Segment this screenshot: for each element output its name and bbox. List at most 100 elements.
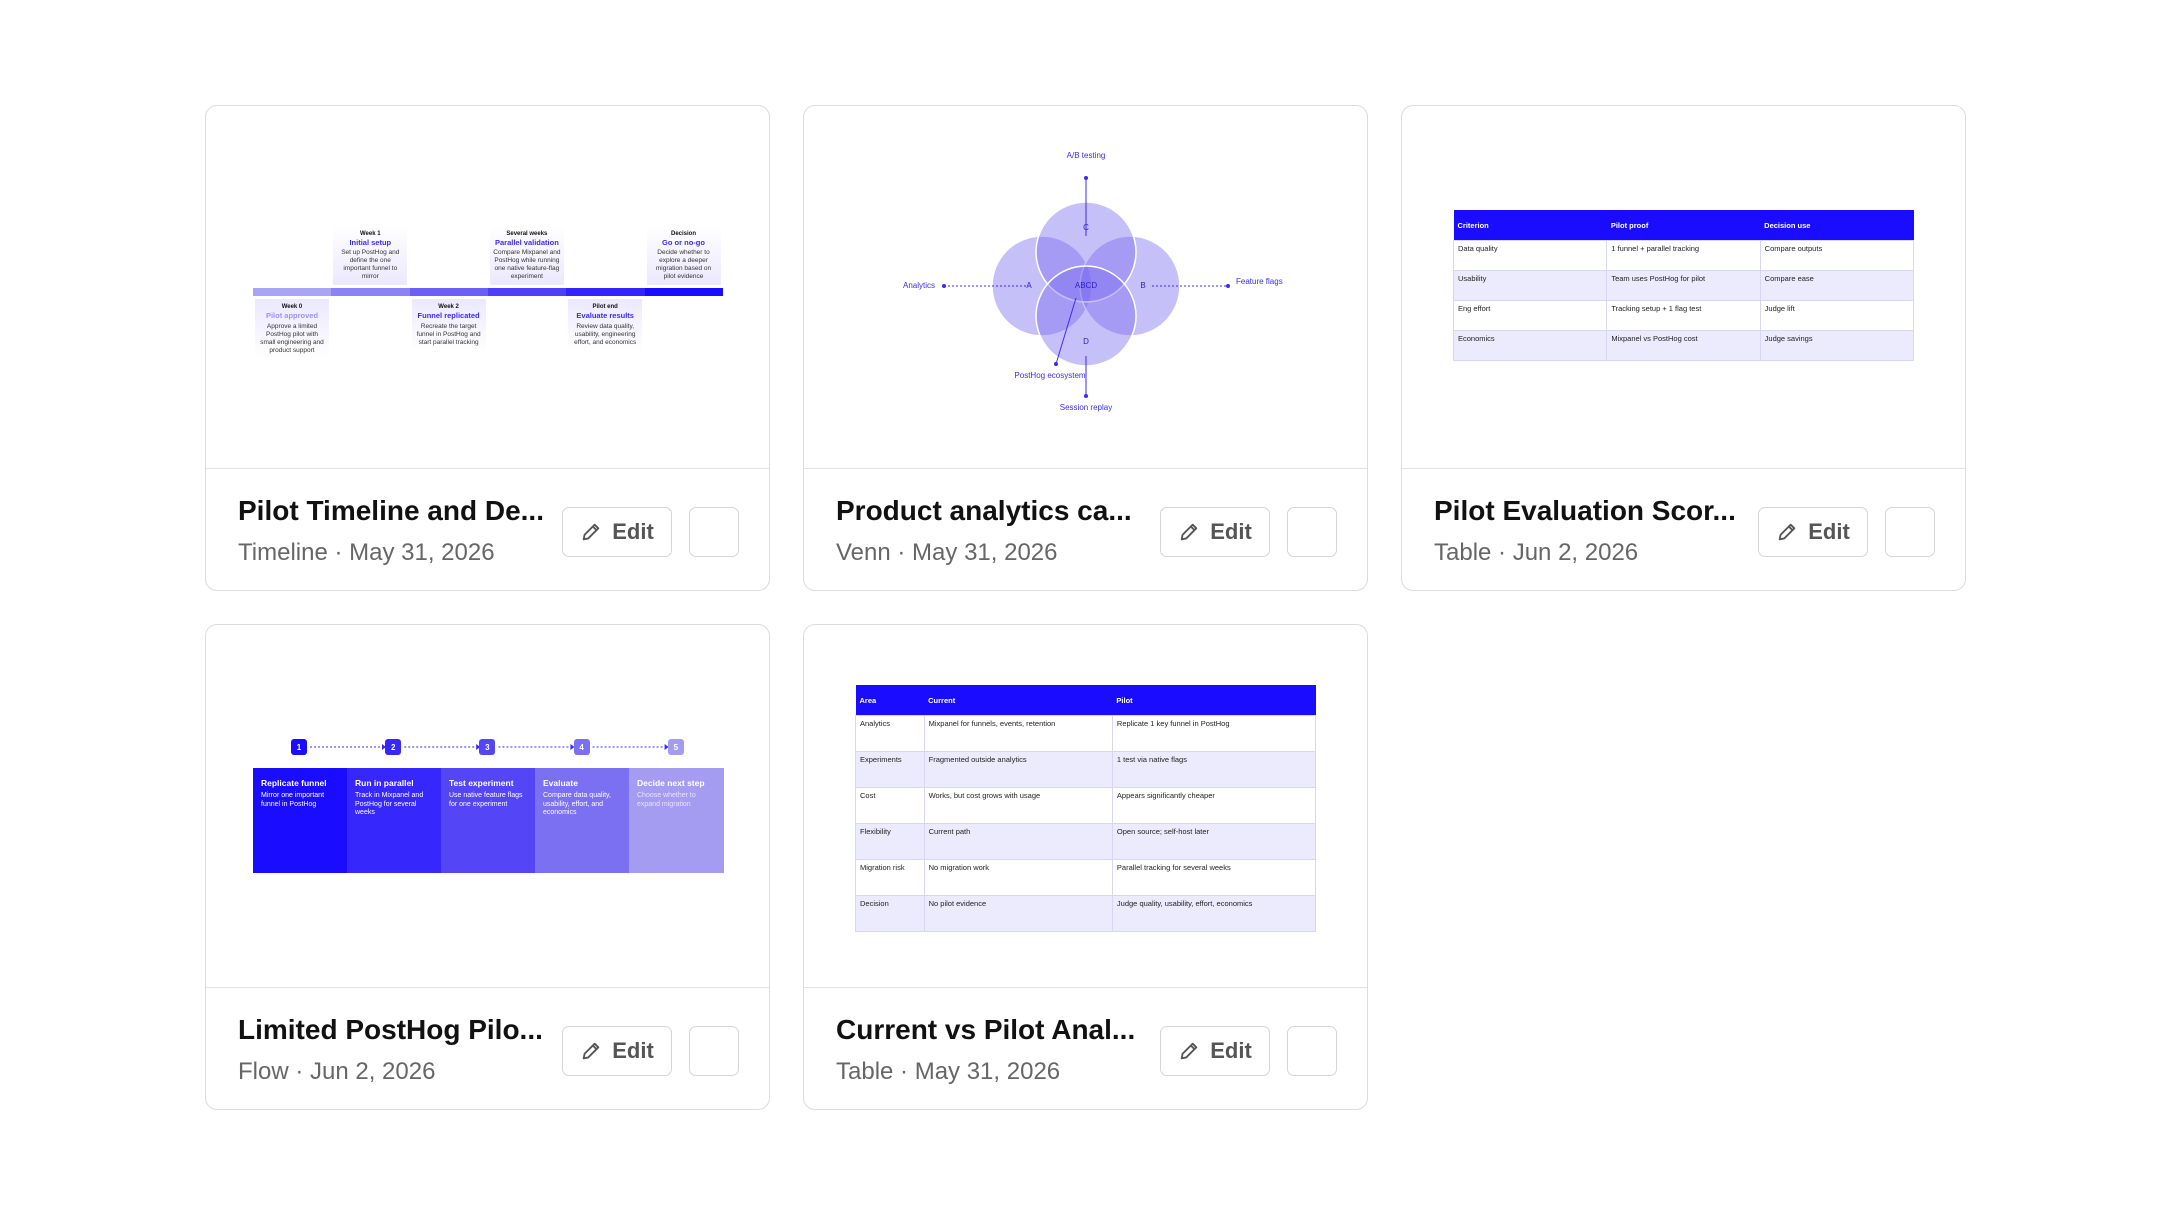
table-cell: 1 funnel + parallel tracking	[1606, 240, 1761, 271]
table-cell: Eng effort	[1452, 300, 1608, 331]
card-footer: Current vs Pilot Anal... Table · May 31, …	[804, 988, 1367, 1109]
pencil-icon	[1180, 523, 1198, 541]
table-cell: No migration work	[923, 859, 1113, 896]
step-text: Mirror one important funnel in PostHog	[261, 792, 325, 808]
timeline-card: Decision Go or no-go Decide whether to exp…	[646, 225, 721, 285]
card: Criterion Pilot proof Decision use Data qua…	[1401, 105, 1966, 591]
card: Week 0 Pilot approved Approve a limited Po…	[205, 105, 770, 591]
arrow-head	[664, 744, 669, 750]
pencil-icon	[1180, 1042, 1198, 1060]
edit-button[interactable]: Edit	[562, 1026, 672, 1076]
column-header: Criterion	[1453, 210, 1607, 241]
table-cell: Judge quality, usability, effort, econom…	[1111, 895, 1317, 932]
card-meta: Timeline · May 31, 2026	[238, 539, 495, 566]
edit-button[interactable]: Edit	[1160, 507, 1270, 557]
table-cell: Decision	[855, 895, 925, 932]
pencil-icon	[582, 1042, 600, 1060]
select-checkbox[interactable]	[1287, 1026, 1337, 1076]
column-header: Decision use	[1760, 210, 1914, 241]
milestone-title: Initial setup	[349, 237, 392, 247]
timeline-card: Week 1 Initial setup Set up PostHog and de…	[333, 225, 408, 285]
table-cell: Judge savings	[1759, 330, 1915, 361]
arrow-head	[1084, 394, 1088, 398]
step-text: Compare data quality, usability, effort,…	[543, 792, 611, 816]
table-cell: Fragmented outside analytics	[923, 751, 1113, 788]
arrow-head	[942, 284, 946, 288]
intersection-label: ABCD	[1075, 281, 1097, 290]
set-label: D	[1083, 337, 1089, 346]
card-footer: Limited PostHog Pilo... Flow · Jun 2, 202…	[206, 988, 769, 1109]
connector	[1055, 297, 1077, 365]
card: Area Current Pilot Analytics Mixpanel for fu…	[803, 624, 1368, 1110]
step-number: 4	[573, 739, 590, 755]
card-title: Pilot Evaluation Scor...	[1434, 495, 1736, 526]
table-row: Eng effort Tracking setup + 1 flag test Ju…	[1452, 300, 1915, 331]
column-header: Area	[855, 685, 925, 716]
select-checkbox[interactable]	[1885, 507, 1935, 557]
table-cell: Cost	[855, 787, 925, 824]
milestone-title: Parallel validation	[495, 237, 559, 247]
edit-label: Edit	[1210, 1038, 1252, 1063]
column-header: Current	[924, 685, 1113, 716]
table-cell: Analytics	[855, 715, 925, 752]
timeline-segment	[566, 288, 645, 296]
milestone-text: Set up PostHog and define the one import…	[341, 249, 400, 280]
milestone-title: Evaluate results	[576, 311, 634, 320]
pencil-icon	[1778, 523, 1796, 541]
timeline-card: Pilot end Evaluate results Review data qua…	[568, 299, 643, 351]
step-block: Replicate funnel Mirror one important fun…	[253, 768, 348, 873]
milestone-title: Go or no-go	[662, 237, 705, 247]
label-bottom: Session replay	[1060, 403, 1112, 412]
select-checkbox[interactable]	[689, 507, 739, 557]
edit-button[interactable]: Edit	[1758, 507, 1868, 557]
select-checkbox[interactable]	[689, 1026, 739, 1076]
card-footer: Pilot Evaluation Scor... Table · Jun 2, 2…	[1402, 469, 1965, 590]
timeline-card: Week 2 Funnel replicated Recreate the targ…	[411, 299, 486, 351]
step-title: Replicate funnel	[261, 778, 327, 788]
arrow-head	[570, 744, 575, 750]
arrow-head	[382, 744, 386, 750]
edit-button[interactable]: Edit	[562, 507, 672, 557]
edit-button[interactable]: Edit	[1160, 1026, 1270, 1076]
table-cell: Appears significantly cheaper	[1111, 787, 1317, 824]
step-text: Track in Mixpanel and PostHog for severa…	[355, 792, 424, 816]
card: Replicate funnel Mirror one important fun…	[205, 624, 770, 1110]
set-label: B	[1140, 281, 1145, 290]
step-title: Run in parallel	[355, 778, 414, 788]
table-cell: No pilot evidence	[923, 895, 1113, 932]
card-meta: Flow · Jun 2, 2026	[238, 1058, 436, 1085]
edit-label: Edit	[1210, 519, 1252, 544]
table-cell: Judge lift	[1759, 300, 1915, 331]
table-cell: Tracking setup + 1 flag test	[1606, 300, 1761, 331]
table-cell: Flexibility	[855, 823, 925, 860]
arrow-head	[1054, 362, 1058, 366]
milestone-title: Pilot approved	[265, 311, 319, 320]
column-header: Pilot proof	[1606, 210, 1761, 241]
card-title: Limited PostHog Pilo...	[238, 1014, 543, 1045]
table-cell: Open source; self-host later	[1111, 823, 1317, 860]
step-title: Evaluate	[543, 778, 578, 788]
select-checkbox[interactable]	[1287, 507, 1337, 557]
table-row: Data quality 1 funnel + parallel tracking…	[1452, 240, 1915, 271]
table-cell: Works, but cost grows with usage	[923, 787, 1113, 824]
label-left: Analytics	[903, 281, 935, 290]
table-row: Experiments Fragmented outside analytics 1…	[855, 751, 1317, 788]
table-row: Cost Works, but cost grows with usage Appe…	[855, 787, 1317, 824]
table-cell: Experiments	[855, 751, 925, 788]
timeline-segment	[644, 288, 724, 296]
milestone-text: Recreate the target funnel in PostHog an…	[416, 322, 481, 346]
step-title: Decide next step	[637, 778, 705, 788]
table-cell: 1 test via native flags	[1111, 751, 1317, 788]
table-row: Migration risk No migration work Parallel …	[855, 859, 1317, 896]
header-row: Criterion Pilot proof Decision use	[1453, 210, 1914, 241]
timeline-segment	[487, 288, 567, 296]
step-block: Test experiment Use native feature flags …	[441, 768, 536, 873]
label-right: Feature flags	[1236, 277, 1283, 286]
card-title: Pilot Timeline and De...	[238, 495, 544, 526]
arrow-head	[476, 744, 481, 750]
thumbnail: Week 0 Pilot approved Approve a limited Po…	[206, 106, 769, 469]
timeline-segment	[409, 288, 489, 296]
card-meta: Table · May 31, 2026	[836, 1058, 1061, 1085]
